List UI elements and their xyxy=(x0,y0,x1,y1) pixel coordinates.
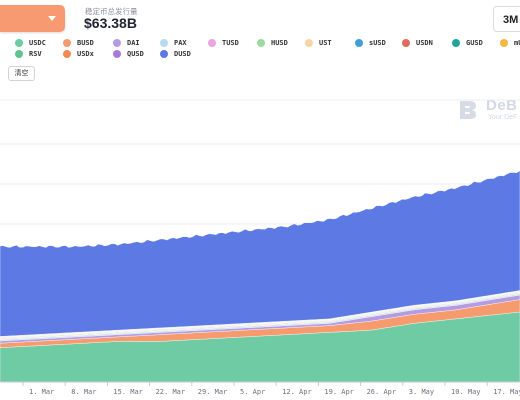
legend-dot-icon xyxy=(305,39,313,47)
watermark-tagline: Your DeF xyxy=(488,114,518,121)
legend-label: QUSD xyxy=(127,50,144,58)
legend-item-ust[interactable]: UST xyxy=(305,39,332,47)
legend-dot-icon xyxy=(257,39,265,47)
chevron-down-icon xyxy=(48,16,56,21)
legend-dot-icon xyxy=(15,50,23,58)
legend-item-usdn[interactable]: USDN xyxy=(402,39,433,47)
legend-label: HUSD xyxy=(271,39,288,47)
legend-dot-icon xyxy=(402,39,410,47)
legend-dot-icon xyxy=(160,39,168,47)
debank-logo-icon xyxy=(460,101,476,119)
legend-item-busd[interactable]: BUSD xyxy=(63,39,94,47)
x-tick-label: 17. May xyxy=(493,388,520,396)
legend-item-susd[interactable]: sUSD xyxy=(355,39,386,47)
legend-dot-icon xyxy=(63,39,71,47)
legend-dot-icon xyxy=(113,39,121,47)
legend-item-dusd[interactable]: DUSD xyxy=(160,50,191,58)
legend-item-tusd[interactable]: TUSD xyxy=(208,39,239,47)
legend-label: BUSD xyxy=(77,39,94,47)
x-tick-label: 8. Mar xyxy=(71,388,96,396)
x-tick-label: 22. Mar xyxy=(156,388,186,396)
legend-label: PAX xyxy=(174,39,187,47)
x-tick-label: 19. Apr xyxy=(324,388,354,396)
watermark-name: DeB xyxy=(486,97,518,114)
legend-label: sUSD xyxy=(369,39,386,47)
legend-label: DAI xyxy=(127,39,140,47)
total-supply-label: 稳定币总发行量 xyxy=(85,7,138,16)
legend-dot-icon xyxy=(160,50,168,58)
legend-item-usdc[interactable]: USDC xyxy=(15,39,46,47)
legend-item-mu[interactable]: mU xyxy=(500,39,520,47)
x-tick-label: 5. Apr xyxy=(240,388,265,396)
legend-label: RSV xyxy=(29,50,42,58)
legend-item-dai[interactable]: DAI xyxy=(113,39,140,47)
clear-legend-button[interactable]: 清空 xyxy=(8,66,35,81)
legend-item-husd[interactable]: HUSD xyxy=(257,39,288,47)
legend-label: UST xyxy=(319,39,332,47)
x-tick-label: 26. Apr xyxy=(367,388,397,396)
x-tick-label: 29. Mar xyxy=(198,388,228,396)
x-tick-label: 10. May xyxy=(451,388,481,396)
legend-item-qusd[interactable]: QUSD xyxy=(113,50,144,58)
legend-label: DUSD xyxy=(174,50,191,58)
legend-label: USDx xyxy=(77,50,94,58)
x-tick-label: 15. Mar xyxy=(113,388,143,396)
legend-dot-icon xyxy=(208,39,216,47)
legend-label: mU xyxy=(514,39,520,47)
legend-item-rsv[interactable]: RSV xyxy=(15,50,42,58)
legend-item-pax[interactable]: PAX xyxy=(160,39,187,47)
legend-dot-icon xyxy=(15,39,23,47)
legend-label: TUSD xyxy=(222,39,239,47)
legend-item-usdx[interactable]: USDx xyxy=(63,50,94,58)
chart-legend: USDC BUSD DAI PAX TUSD HUSD UST sUSD USDN GUSD mU R… xyxy=(15,39,520,63)
x-tick-label: 3. May xyxy=(409,388,434,396)
time-range-button[interactable]: 3M xyxy=(493,6,520,32)
area-series-dusd[interactable] xyxy=(0,170,520,337)
asset-dropdown[interactable] xyxy=(0,5,65,32)
legend-dot-icon xyxy=(63,50,71,58)
legend-dot-icon xyxy=(113,50,121,58)
legend-dot-icon xyxy=(452,39,460,47)
x-tick-label: 1. Mar xyxy=(29,388,54,396)
legend-label: USDN xyxy=(416,39,433,47)
x-tick-label: 12. Apr xyxy=(282,388,312,396)
total-supply-value: $63.38B xyxy=(84,15,137,31)
legend-label: USDC xyxy=(29,39,46,47)
legend-dot-icon xyxy=(355,39,363,47)
legend-item-gusd[interactable]: GUSD xyxy=(452,39,483,47)
legend-dot-icon xyxy=(500,39,508,47)
legend-label: GUSD xyxy=(466,39,483,47)
